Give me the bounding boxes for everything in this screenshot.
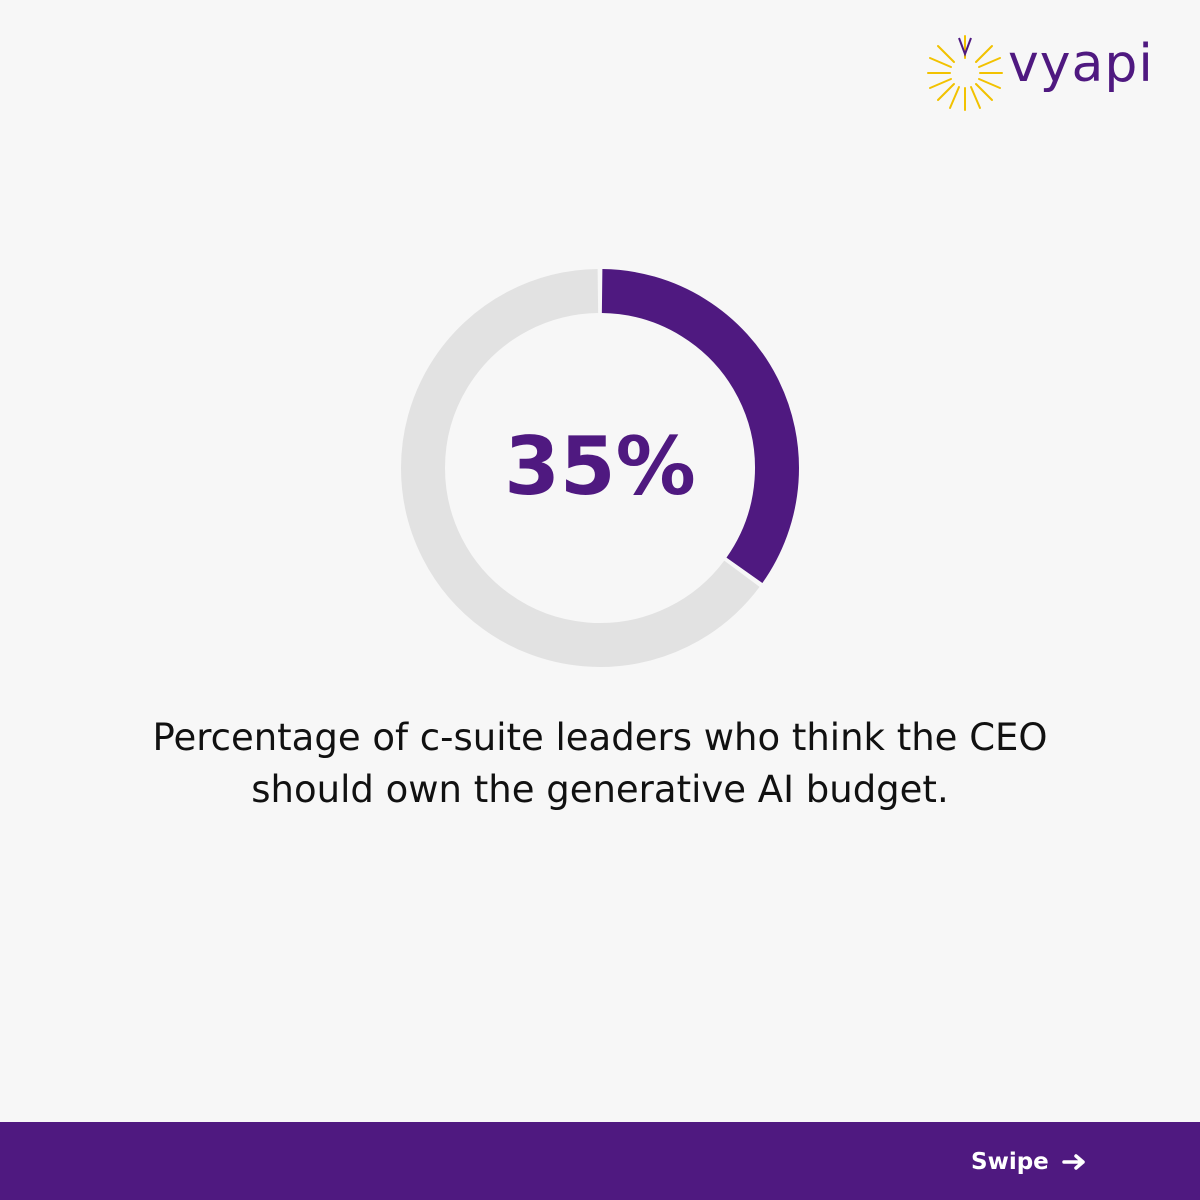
ring-track xyxy=(401,269,760,667)
logo-mark xyxy=(927,35,1003,111)
donut-segment xyxy=(601,269,799,584)
swipe-button[interactable]: Swipe xyxy=(971,1148,1089,1176)
caption: Percentage of c-suite leaders who think … xyxy=(152,716,1048,811)
footer: Swipe xyxy=(0,1122,1200,1200)
swipe-label: Swipe xyxy=(971,1149,1049,1175)
chart: 35% xyxy=(401,269,799,667)
brand-name: vyapi xyxy=(1008,34,1154,94)
arrow-icon xyxy=(1062,1154,1085,1170)
value-label: 35% xyxy=(504,420,695,513)
